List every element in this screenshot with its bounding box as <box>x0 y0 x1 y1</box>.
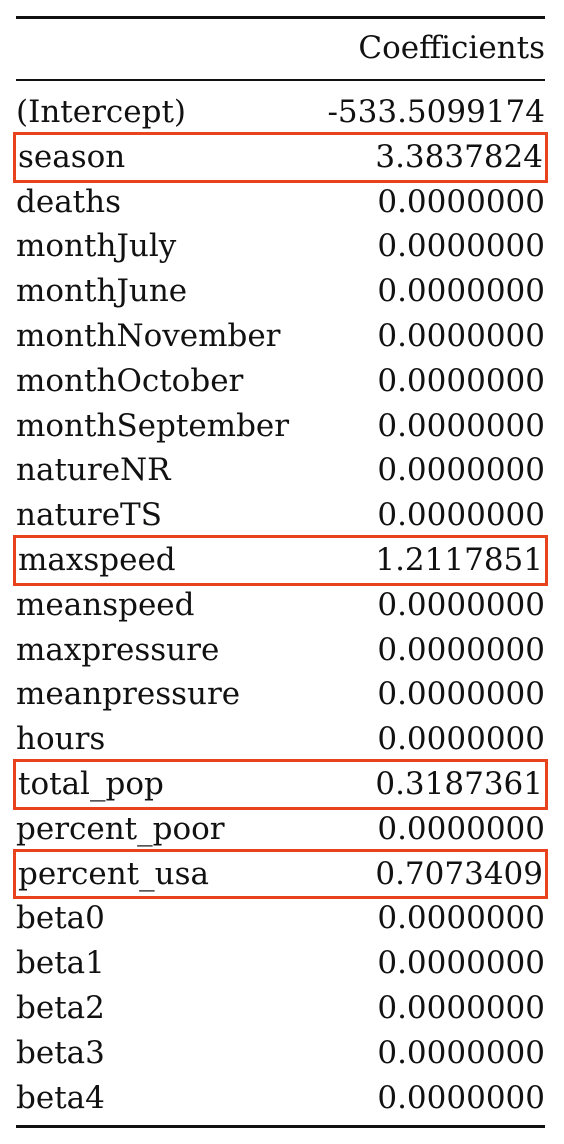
table-top-rule <box>16 16 545 19</box>
variable-name: maxspeed <box>18 541 176 578</box>
variable-name: percent_poor <box>16 810 225 847</box>
table-row: monthJuly 0.0000000 <box>16 224 545 269</box>
variable-name: percent_usa <box>18 855 209 892</box>
variable-name: monthSeptember <box>16 407 290 444</box>
coefficient-value: 0.0000000 <box>377 452 545 489</box>
coefficient-value: 0.0000000 <box>377 407 545 444</box>
highlighted-table-row: percent_usa 0.7073409 <box>13 848 548 900</box>
table-row: natureTS 0.0000000 <box>16 493 545 538</box>
coefficient-value: 0.0000000 <box>377 497 545 534</box>
variable-name: monthOctober <box>16 362 244 399</box>
highlighted-table-row: maxspeed 1.2117851 <box>13 534 548 586</box>
table-row: beta0 0.0000000 <box>16 896 545 941</box>
variable-name: deaths <box>16 183 122 220</box>
coefficient-value: 0.0000000 <box>377 228 545 265</box>
variable-name: maxpressure <box>16 631 220 668</box>
highlighted-table-row: season 3.3837824 <box>13 131 548 183</box>
table-row: monthOctober 0.0000000 <box>16 359 545 404</box>
variable-name: total_pop <box>18 765 164 802</box>
variable-name: meanspeed <box>16 586 195 623</box>
coefficients-table-body: (Intercept) -533.5099174 season 3.3837824 de… <box>13 90 548 1121</box>
coefficient-value: 0.0000000 <box>377 362 545 399</box>
coefficient-value: -533.5099174 <box>327 94 545 130</box>
table-row: maxpressure 0.0000000 <box>16 628 545 673</box>
coefficient-value: 0.0000000 <box>377 1034 545 1071</box>
table-row: (Intercept) -533.5099174 <box>16 90 545 135</box>
coefficients-column-header: Coefficients <box>358 30 545 66</box>
table-row: beta2 0.0000000 <box>16 986 545 1031</box>
table-row: beta1 0.0000000 <box>16 941 545 986</box>
variable-name: beta2 <box>16 989 105 1026</box>
variable-name: natureNR <box>16 452 171 489</box>
coefficient-value: 0.0000000 <box>377 900 545 937</box>
coefficient-value: 0.0000000 <box>377 810 545 847</box>
variable-name: monthJune <box>16 273 188 310</box>
coefficient-value: 0.0000000 <box>377 273 545 310</box>
variable-name: beta1 <box>16 945 105 982</box>
highlighted-table-row: total_pop 0.3187361 <box>13 758 548 810</box>
variable-name: monthJuly <box>16 228 177 265</box>
table-row: monthJune 0.0000000 <box>16 269 545 314</box>
coefficient-value: 0.0000000 <box>377 721 545 758</box>
table-row: natureNR 0.0000000 <box>16 448 545 493</box>
coefficient-value: 0.0000000 <box>377 1079 545 1116</box>
coefficient-value: 0.0000000 <box>377 676 545 713</box>
table-row: monthSeptember 0.0000000 <box>16 404 545 449</box>
coefficient-value: 0.0000000 <box>377 945 545 982</box>
variable-name: meanpressure <box>16 676 241 713</box>
table-row: monthNovember 0.0000000 <box>16 314 545 359</box>
coefficient-value: 0.7073409 <box>375 855 543 892</box>
coefficient-value: 0.0000000 <box>377 586 545 623</box>
coefficient-value: 0.0000000 <box>377 183 545 220</box>
table-row: deaths 0.0000000 <box>16 180 545 225</box>
coefficient-value: 3.3837824 <box>375 138 543 175</box>
variable-name: natureTS <box>16 497 162 534</box>
variable-name: beta4 <box>16 1079 105 1116</box>
coefficient-value: 0.3187361 <box>375 765 543 802</box>
table-row: beta3 0.0000000 <box>16 1031 545 1076</box>
table-row: meanpressure 0.0000000 <box>16 672 545 717</box>
variable-name: season <box>18 138 126 175</box>
table-row: beta4 0.0000000 <box>16 1076 545 1121</box>
variable-name: beta3 <box>16 1034 105 1071</box>
table-bottom-rule <box>16 1125 545 1128</box>
table-row: meanspeed 0.0000000 <box>16 583 545 628</box>
coefficient-value: 0.0000000 <box>377 317 545 354</box>
table-header-rule <box>16 79 545 81</box>
variable-name: monthNovember <box>16 317 281 354</box>
variable-name: hours <box>16 721 106 758</box>
table-row: percent_poor 0.0000000 <box>16 807 545 852</box>
table-row: hours 0.0000000 <box>16 717 545 762</box>
coefficient-value: 0.0000000 <box>377 631 545 668</box>
coefficient-value: 0.0000000 <box>377 989 545 1026</box>
variable-name: (Intercept) <box>16 94 187 130</box>
coefficient-value: 1.2117851 <box>375 541 543 578</box>
variable-name: beta0 <box>16 900 105 937</box>
